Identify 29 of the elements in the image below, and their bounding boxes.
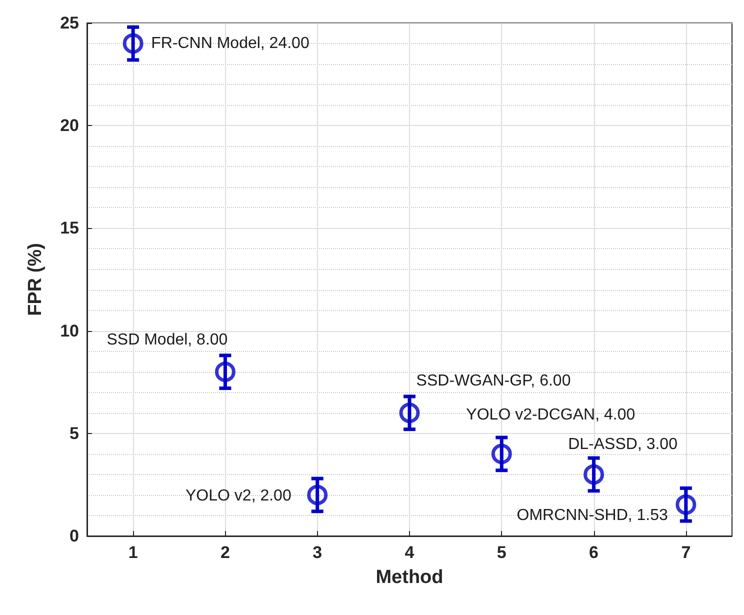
y-axis-title: FPR (%) <box>25 243 46 316</box>
point <box>584 464 604 485</box>
annotation: FR-CNN Model, 24.00 <box>151 35 310 52</box>
y-tick-label: 5 <box>70 424 79 443</box>
x-tick-label: 1 <box>128 543 138 562</box>
annotation: YOLO v2, 2.00 <box>186 487 292 504</box>
point <box>676 494 696 515</box>
y-tick-label: 10 <box>60 321 79 340</box>
x-tick-label: 7 <box>681 543 691 562</box>
annotation: SSD Model, 8.00 <box>106 331 228 348</box>
point <box>214 362 236 382</box>
point <box>307 484 328 506</box>
annotation: SSD-WGAN-GP, 6.00 <box>416 372 571 390</box>
annotation: DL-ASSD, 3.00 <box>568 436 678 453</box>
point <box>491 444 512 464</box>
x-axis-title: Method <box>376 567 444 588</box>
point <box>399 402 420 424</box>
x-tick-label: 2 <box>220 543 230 562</box>
point <box>122 33 144 54</box>
x-tick-label: 5 <box>496 543 506 562</box>
annotation: OMRCNN-SHD, 1.53 <box>516 507 668 524</box>
x-tick-label: 4 <box>404 543 415 562</box>
x-tick-label: 6 <box>589 543 599 562</box>
x-tick-label: 3 <box>312 543 322 562</box>
y-tick-label: 15 <box>60 218 79 238</box>
y-tick-label: 25 <box>60 14 79 32</box>
y-tick-label: 0 <box>70 526 79 546</box>
annotation: YOLO v2-DCGAN, 4.00 <box>466 406 636 424</box>
y-tick-label: 20 <box>60 116 79 136</box>
